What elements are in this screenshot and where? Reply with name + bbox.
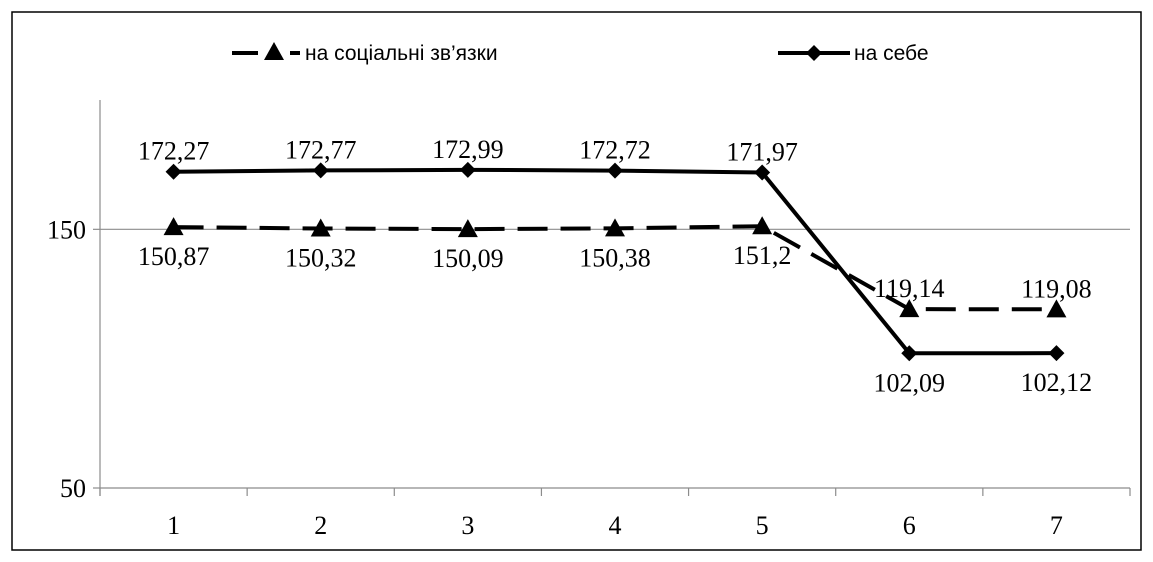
data-label: 172,99 [432,135,504,164]
x-tick-label: 7 [1050,511,1063,540]
data-label: 151,2 [733,241,792,270]
data-label: 150,38 [579,243,651,272]
legend-item-social: на соціальні зв’язки [232,42,498,65]
triangle-marker [163,217,184,236]
data-label: 119,08 [1021,274,1092,303]
x-tick-label: 4 [609,511,622,540]
diamond-marker [901,345,918,362]
diamond-marker [754,164,771,181]
y-tick-label: 150 [47,215,86,244]
legend: на соціальні зв’язки на себе [232,42,929,65]
data-label: 102,12 [1021,368,1093,397]
diamond-marker [165,163,182,180]
x-tick-label: 5 [756,511,769,540]
axes: 50 150 1 2 3 4 5 6 7 [47,100,1131,540]
legend-item-self: на себе [778,42,929,65]
data-label: 172,27 [138,137,210,166]
data-label: 171,97 [726,138,798,167]
data-label: 150,32 [285,244,357,273]
legend-label-social: на соціальні зв’язки [305,42,498,65]
diamond-marker [312,162,329,179]
triangle-marker [752,216,773,235]
data-label: 172,77 [285,135,357,164]
data-label: 150,09 [432,244,504,273]
triangle-marker [899,299,920,318]
triangle-marker [310,218,331,237]
chart-frame [11,11,1142,551]
diamond-marker [607,162,623,179]
data-label: 102,09 [874,368,946,397]
data-label: 150,87 [138,242,210,271]
legend-triangle-icon [264,42,284,60]
triangle-marker [457,219,478,238]
x-tick-label: 3 [461,511,474,540]
data-label: 172,72 [579,136,651,165]
diamond-marker [459,161,476,178]
x-tick-label: 2 [314,511,327,540]
legend-label-self: на себе [854,42,929,65]
diamond-marker [1048,345,1065,362]
triangle-marker [1046,299,1067,318]
x-tick-label: 6 [903,511,916,540]
data-labels: 150,87 150,32 150,09 150,38 151,2 119,14 119,0… [138,135,1092,397]
data-label: 119,14 [874,274,945,303]
y-tick-label: 50 [60,474,86,503]
legend-diamond-icon [806,45,822,61]
series-layer [163,161,1067,362]
x-tick-label: 1 [167,511,180,540]
triangle-marker [605,218,625,237]
